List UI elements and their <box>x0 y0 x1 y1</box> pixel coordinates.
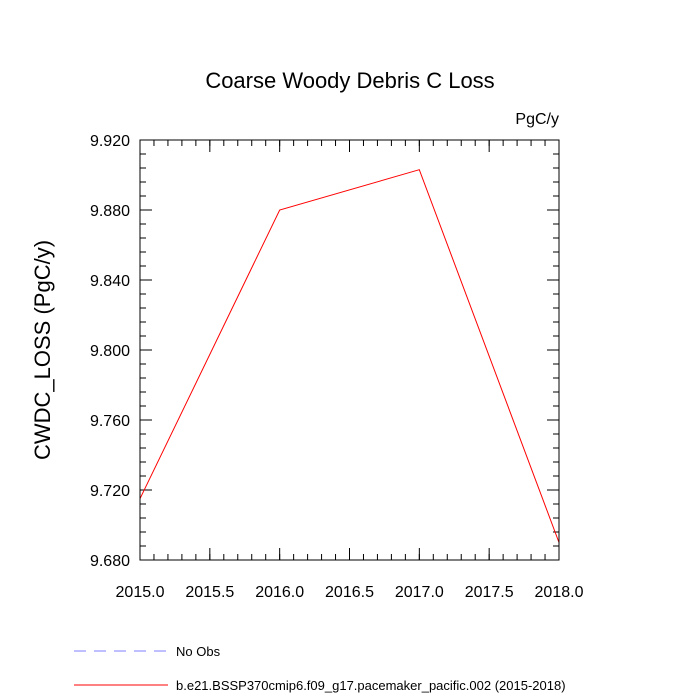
x-tick-label: 2015.0 <box>116 584 165 601</box>
plot-frame <box>139 139 560 561</box>
axis-ticks <box>139 139 560 561</box>
y-tick-label: 9.720 <box>90 483 130 500</box>
y-tick-label: 9.920 <box>90 133 130 150</box>
chart-title: Coarse Woody Debris C Loss <box>205 68 494 93</box>
legend-label: b.e21.BSSP370cmip6.f09_g17.pacemaker_pac… <box>176 678 566 693</box>
legend: No Obs b.e21.BSSP370cmip6.f09_g17.pacemak… <box>74 644 566 693</box>
y-tick-label: 9.840 <box>90 273 130 290</box>
y-tick-label: 9.760 <box>90 413 130 430</box>
x-tick-label: 2016.5 <box>325 584 374 601</box>
x-tick-label: 2018.0 <box>535 584 584 601</box>
x-tick-label: 2017.0 <box>395 584 444 601</box>
y-tick-label: 9.800 <box>90 343 130 360</box>
legend-label: No Obs <box>176 644 221 659</box>
tick-labels: 2015.0 2015.5 2016.0 2016.5 2017.0 2017.5 2018… <box>90 133 584 601</box>
x-tick-label: 2015.5 <box>185 584 234 601</box>
y-tick-label: 9.880 <box>90 203 130 220</box>
x-tick-label: 2016.0 <box>255 584 304 601</box>
y-axis-label: CWDC_LOSS (PgC/y) <box>30 240 55 460</box>
y-tick-label: 9.680 <box>90 553 130 570</box>
series-lines <box>139 169 560 543</box>
x-tick-label: 2017.5 <box>465 584 514 601</box>
series-line <box>139 169 560 543</box>
units-label: PgC/y <box>515 111 559 128</box>
